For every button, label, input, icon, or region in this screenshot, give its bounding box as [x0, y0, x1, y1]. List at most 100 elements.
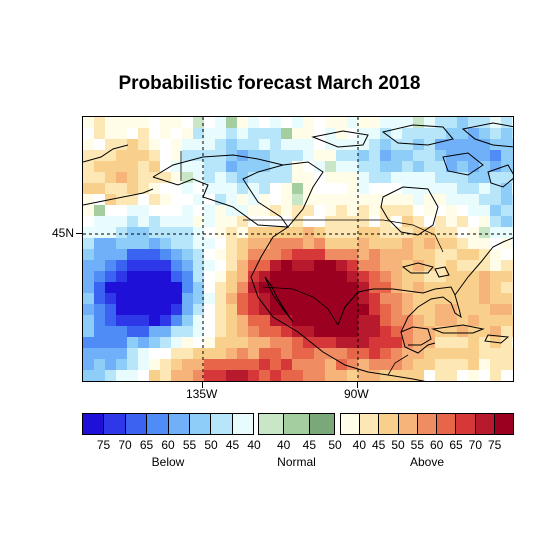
probability-cell: [292, 381, 304, 382]
probability-cell: [138, 370, 150, 381]
probability-cell: [512, 216, 513, 228]
probability-cell: [182, 304, 194, 316]
probability-cell: [479, 337, 491, 349]
probability-cell: [435, 183, 447, 195]
probability-cell: [116, 183, 128, 195]
probability-cell: [215, 172, 227, 184]
probability-cell: [281, 150, 293, 162]
probability-cell: [369, 293, 381, 305]
probability-cell: [347, 150, 359, 162]
probability-cell: [248, 304, 260, 316]
probability-cell: [457, 150, 469, 162]
probability-cell: [160, 359, 172, 371]
probability-cell: [237, 183, 249, 195]
probability-cell: [435, 282, 447, 294]
probability-cell: [248, 139, 260, 151]
probability-cell: [292, 249, 304, 261]
probability-cell: [413, 359, 425, 371]
probability-cell: [347, 249, 359, 261]
probability-cell: [446, 216, 458, 228]
probability-cell: [193, 117, 205, 129]
probability-cell: [215, 315, 227, 327]
probability-cell: [413, 260, 425, 272]
probability-cell: [446, 315, 458, 327]
probability-cell: [501, 227, 513, 239]
probability-cell: [501, 304, 513, 316]
probability-cell: [391, 304, 403, 316]
probability-cell: [149, 293, 161, 305]
probability-cell: [237, 293, 249, 305]
probability-cell: [182, 205, 194, 217]
probability-cell: [204, 282, 216, 294]
probability-cell: [182, 117, 194, 129]
probability-cell: [380, 337, 392, 349]
probability-cell: [160, 172, 172, 184]
probability-cell: [270, 370, 282, 381]
probability-cell: [270, 172, 282, 184]
probability-cell: [292, 304, 304, 316]
probability-cell: [204, 117, 216, 129]
probability-cell: [105, 282, 117, 294]
probability-cell: [501, 348, 513, 360]
probability-cell: [435, 194, 447, 206]
probability-cell: [501, 139, 513, 151]
probability-cell: [171, 337, 183, 349]
probability-cell: [94, 381, 106, 382]
probability-cell: [292, 205, 304, 217]
probability-cell: [116, 194, 128, 206]
probability-cell: [336, 282, 348, 294]
probability-cell: [512, 282, 513, 294]
probability-cell: [193, 282, 205, 294]
probability-cell: [424, 128, 436, 140]
probability-cell: [127, 370, 139, 381]
probability-cell: [369, 183, 381, 195]
probability-cell: [479, 359, 491, 371]
probability-cell: [457, 282, 469, 294]
legend-above-tick-label: 60: [429, 438, 444, 452]
probability-cell: [391, 150, 403, 162]
probability-cell: [457, 172, 469, 184]
probability-cell: [358, 249, 370, 261]
probability-cell: [259, 117, 271, 129]
probability-cell: [160, 326, 172, 338]
probability-cell: [138, 304, 150, 316]
probability-cell: [204, 359, 216, 371]
probability-cell: [479, 172, 491, 184]
probability-cell: [226, 139, 238, 151]
probability-cell: [490, 381, 502, 382]
probability-cell: [347, 370, 359, 381]
probability-cell: [94, 359, 106, 371]
probability-cell: [446, 359, 458, 371]
probability-cell: [457, 128, 469, 140]
probability-cell: [215, 370, 227, 381]
probability-cell: [105, 205, 117, 217]
lon-tick-90w: [357, 382, 358, 388]
probability-cell: [259, 227, 271, 239]
probability-cell: [149, 194, 161, 206]
probability-cell: [149, 128, 161, 140]
probability-cell: [479, 315, 491, 327]
probability-cell: [226, 205, 238, 217]
probability-cell: [303, 194, 315, 206]
probability-cell: [479, 304, 491, 316]
probability-cell: [435, 249, 447, 261]
probability-cell: [259, 139, 271, 151]
probability-cell: [314, 293, 326, 305]
legend-normal-swatch: [259, 414, 285, 434]
probability-cell: [270, 117, 282, 129]
probability-cell: [468, 370, 480, 381]
probability-cell: [193, 260, 205, 272]
probability-cell: [193, 183, 205, 195]
probability-cell: [314, 183, 326, 195]
probability-cell: [358, 370, 370, 381]
probability-cell: [391, 370, 403, 381]
probability-cell: [127, 205, 139, 217]
probability-cell: [215, 117, 227, 129]
probability-cell: [512, 271, 513, 283]
probability-cell: [336, 139, 348, 151]
probability-cell: [391, 293, 403, 305]
legend-below-tick-label: 45: [225, 438, 240, 452]
probability-cell: [105, 293, 117, 305]
probability-cell: [193, 249, 205, 261]
coastline: [454, 237, 513, 296]
